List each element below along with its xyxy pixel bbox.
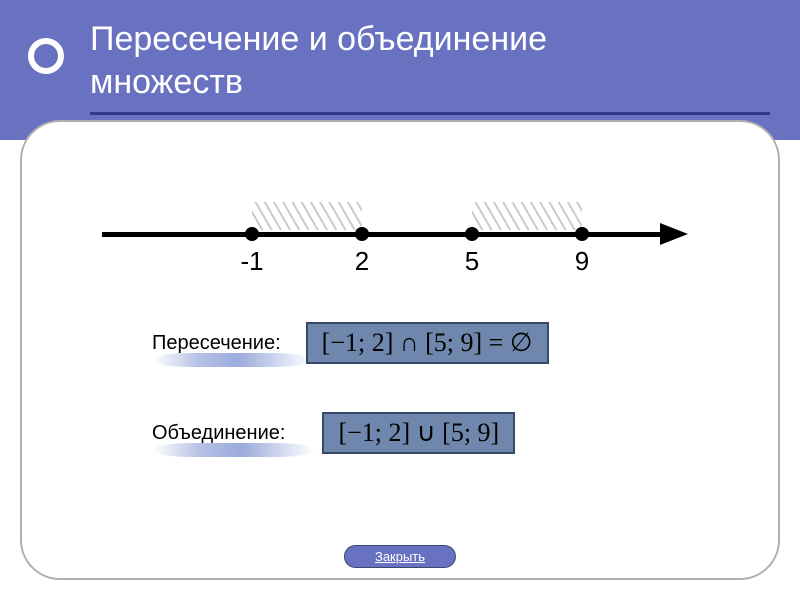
tick-label-2: 2 bbox=[355, 246, 369, 277]
tick-label-neg1: -1 bbox=[240, 246, 263, 277]
formula-shadow bbox=[314, 452, 583, 468]
number-line: -1 2 5 9 bbox=[102, 192, 692, 272]
hatch-region-2 bbox=[472, 202, 582, 230]
tick-2 bbox=[355, 227, 369, 241]
close-button[interactable]: Закрыть bbox=[344, 545, 456, 568]
intersection-row: Пересечение: [−1; 2] ∩ [5; 9] = ∅ bbox=[152, 322, 549, 364]
intersection-formula: [−1; 2] ∩ [5; 9] = ∅ bbox=[306, 322, 549, 364]
union-formula: [−1; 2] ∪ [5; 9] bbox=[322, 412, 515, 454]
tick-label-5: 5 bbox=[465, 246, 479, 277]
formula-shadow bbox=[298, 362, 617, 378]
tick-9 bbox=[575, 227, 589, 241]
union-label: Объединение: bbox=[152, 422, 285, 445]
label-shadow bbox=[152, 443, 315, 457]
title-underline bbox=[90, 112, 770, 115]
slide-title: Пересечение и объединение множеств bbox=[90, 18, 800, 103]
slide-header: Пересечение и объединение множеств bbox=[0, 0, 800, 140]
bullet-ring-icon bbox=[28, 38, 64, 74]
tick-5 bbox=[465, 227, 479, 241]
label-shadow bbox=[152, 353, 311, 367]
tick-neg1 bbox=[245, 227, 259, 241]
content-panel: -1 2 5 9 Пересечение: [−1; 2] ∩ [5; 9] =… bbox=[20, 120, 780, 580]
intersection-label: Пересечение: bbox=[152, 332, 281, 355]
arrowhead-icon bbox=[660, 223, 688, 245]
union-row: Объединение: [−1; 2] ∪ [5; 9] bbox=[152, 412, 515, 454]
tick-label-9: 9 bbox=[575, 246, 589, 277]
title-line-2: множеств bbox=[90, 63, 243, 101]
title-line-1: Пересечение и объединение bbox=[90, 20, 547, 58]
hatch-region-1 bbox=[252, 202, 362, 230]
